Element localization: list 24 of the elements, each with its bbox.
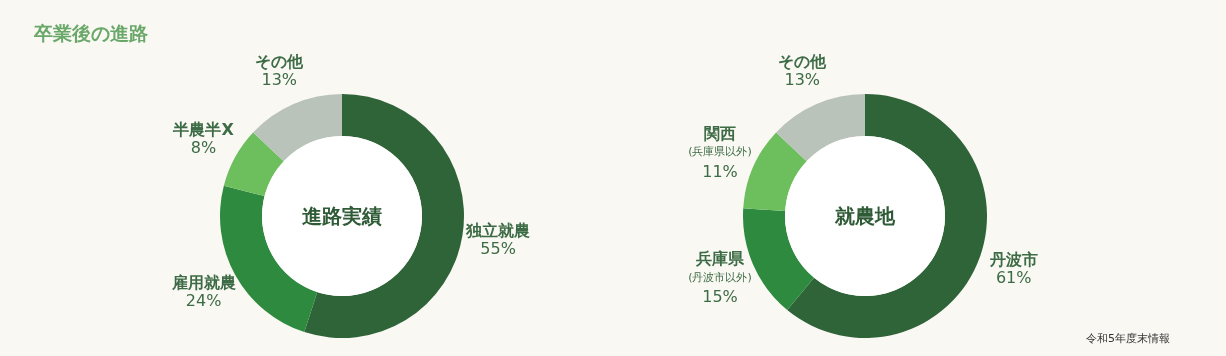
text: 卒業後の進路 xyxy=(33,22,148,44)
text: 就農地 xyxy=(834,204,896,228)
slice-label: 半農半X xyxy=(172,120,235,140)
data-label: 8% xyxy=(190,138,217,158)
slice-label: 雇用就農 xyxy=(170,272,236,292)
donut-slice xyxy=(787,94,987,338)
slice-label: その他 xyxy=(255,51,305,71)
data-label: 61% xyxy=(995,268,1032,288)
slice-label: 兵庫県 (丹波市以外) xyxy=(688,249,752,284)
data-label: 15% xyxy=(702,287,738,307)
data-label: 13% xyxy=(784,69,821,89)
data-label: 13% xyxy=(261,69,298,89)
donut-slice xyxy=(304,94,464,338)
data-label: 24% xyxy=(185,290,222,310)
slice-label: 丹波市 xyxy=(988,250,1038,270)
data-label: 11% xyxy=(702,161,738,181)
donut-slice xyxy=(776,94,865,162)
slice-label: その他 xyxy=(778,51,828,71)
slice-label: 関西 (兵庫県以外) xyxy=(688,123,752,159)
donut-slice xyxy=(253,94,342,162)
data-label: 55% xyxy=(480,239,516,259)
slice-label: 独立就農 xyxy=(465,221,531,241)
text: 進路実績 xyxy=(302,204,382,228)
text: 令和5年度末情報 xyxy=(1086,332,1170,345)
